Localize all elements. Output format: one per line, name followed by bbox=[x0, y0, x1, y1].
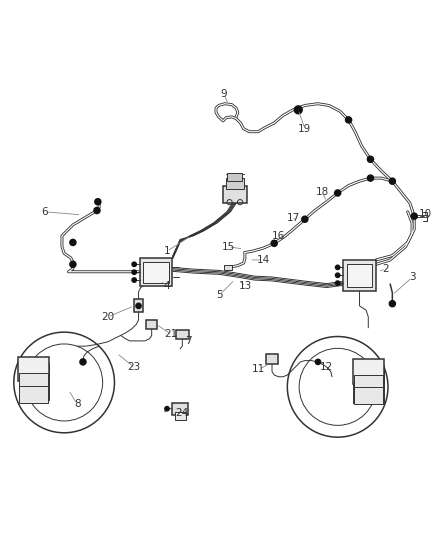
Circle shape bbox=[164, 407, 169, 411]
Circle shape bbox=[301, 216, 307, 222]
Circle shape bbox=[314, 359, 320, 365]
Circle shape bbox=[24, 365, 29, 370]
Circle shape bbox=[389, 301, 395, 307]
Text: 20: 20 bbox=[101, 312, 114, 322]
Text: 14: 14 bbox=[256, 255, 269, 265]
Circle shape bbox=[335, 265, 339, 270]
Bar bbox=[224, 265, 232, 270]
Circle shape bbox=[136, 303, 141, 309]
Bar bbox=[172, 402, 187, 415]
Circle shape bbox=[356, 397, 361, 402]
Text: 23: 23 bbox=[127, 362, 141, 372]
Bar bbox=[18, 357, 49, 382]
Bar bbox=[343, 260, 375, 290]
Text: 9: 9 bbox=[220, 88, 227, 99]
Circle shape bbox=[95, 199, 101, 205]
Bar bbox=[353, 375, 381, 394]
Circle shape bbox=[70, 261, 76, 268]
Text: 4: 4 bbox=[163, 281, 170, 291]
Circle shape bbox=[94, 207, 100, 214]
Bar bbox=[174, 412, 185, 420]
Circle shape bbox=[293, 106, 301, 114]
Bar bbox=[139, 258, 172, 286]
Text: 1: 1 bbox=[163, 246, 170, 256]
Circle shape bbox=[373, 366, 378, 370]
Circle shape bbox=[389, 178, 395, 184]
Circle shape bbox=[132, 262, 136, 266]
Bar bbox=[265, 354, 278, 364]
Text: 10: 10 bbox=[418, 209, 431, 219]
Circle shape bbox=[345, 117, 351, 123]
Circle shape bbox=[367, 156, 373, 163]
Text: 11: 11 bbox=[252, 365, 265, 374]
Text: 2: 2 bbox=[381, 264, 388, 273]
Text: 15: 15 bbox=[221, 242, 234, 252]
Text: 7: 7 bbox=[185, 336, 192, 346]
Circle shape bbox=[37, 395, 42, 400]
Circle shape bbox=[271, 240, 277, 246]
Text: 18: 18 bbox=[315, 187, 328, 197]
Text: 24: 24 bbox=[175, 408, 188, 418]
Text: 16: 16 bbox=[271, 231, 285, 241]
Circle shape bbox=[410, 213, 417, 219]
Circle shape bbox=[24, 395, 29, 400]
Bar bbox=[352, 359, 383, 384]
Circle shape bbox=[373, 397, 378, 402]
Circle shape bbox=[132, 270, 136, 274]
Circle shape bbox=[356, 366, 361, 370]
Text: 21: 21 bbox=[164, 329, 177, 340]
Text: 5: 5 bbox=[215, 290, 223, 300]
Bar bbox=[19, 385, 48, 403]
Bar bbox=[353, 387, 381, 405]
Bar bbox=[222, 186, 246, 203]
Text: 19: 19 bbox=[297, 124, 311, 134]
Circle shape bbox=[149, 322, 153, 326]
Bar bbox=[19, 373, 48, 392]
Circle shape bbox=[132, 278, 136, 282]
Bar bbox=[226, 173, 242, 181]
Text: 12: 12 bbox=[319, 362, 332, 372]
Bar bbox=[134, 300, 143, 312]
Circle shape bbox=[335, 281, 339, 285]
Circle shape bbox=[80, 359, 86, 365]
Text: 3: 3 bbox=[408, 272, 414, 282]
Text: 6: 6 bbox=[41, 207, 48, 217]
Text: 17: 17 bbox=[286, 213, 300, 223]
Circle shape bbox=[335, 273, 339, 278]
Bar bbox=[143, 262, 168, 282]
Bar bbox=[146, 320, 157, 329]
Text: 13: 13 bbox=[239, 281, 252, 291]
Bar bbox=[226, 178, 243, 189]
Bar bbox=[346, 264, 371, 287]
Circle shape bbox=[367, 175, 373, 181]
Circle shape bbox=[70, 239, 76, 246]
Circle shape bbox=[37, 365, 42, 370]
Circle shape bbox=[334, 190, 340, 196]
Text: 8: 8 bbox=[74, 399, 81, 409]
Bar bbox=[175, 329, 188, 339]
